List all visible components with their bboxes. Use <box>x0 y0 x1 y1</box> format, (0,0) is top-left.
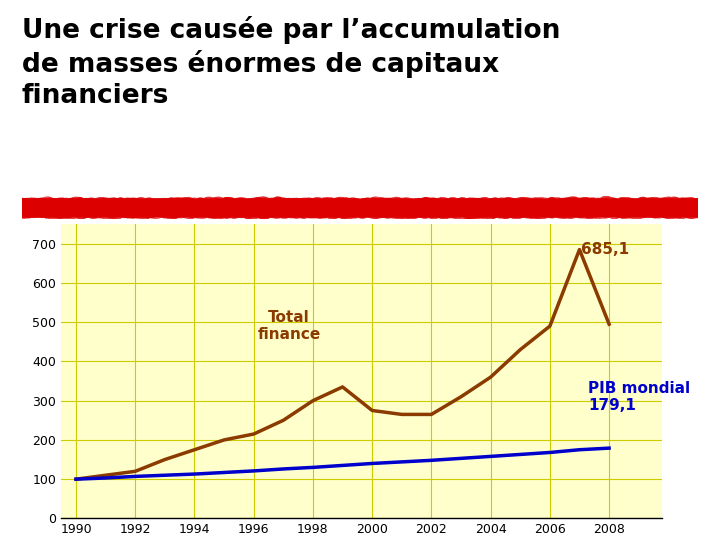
Text: Une crise causée par l’accumulation
de masses énormes de capitaux
financiers: Une crise causée par l’accumulation de m… <box>22 16 560 109</box>
Text: 685,1: 685,1 <box>581 242 629 256</box>
Text: Total
finance: Total finance <box>258 310 321 342</box>
Text: PIB mondial
179,1: PIB mondial 179,1 <box>588 381 690 413</box>
